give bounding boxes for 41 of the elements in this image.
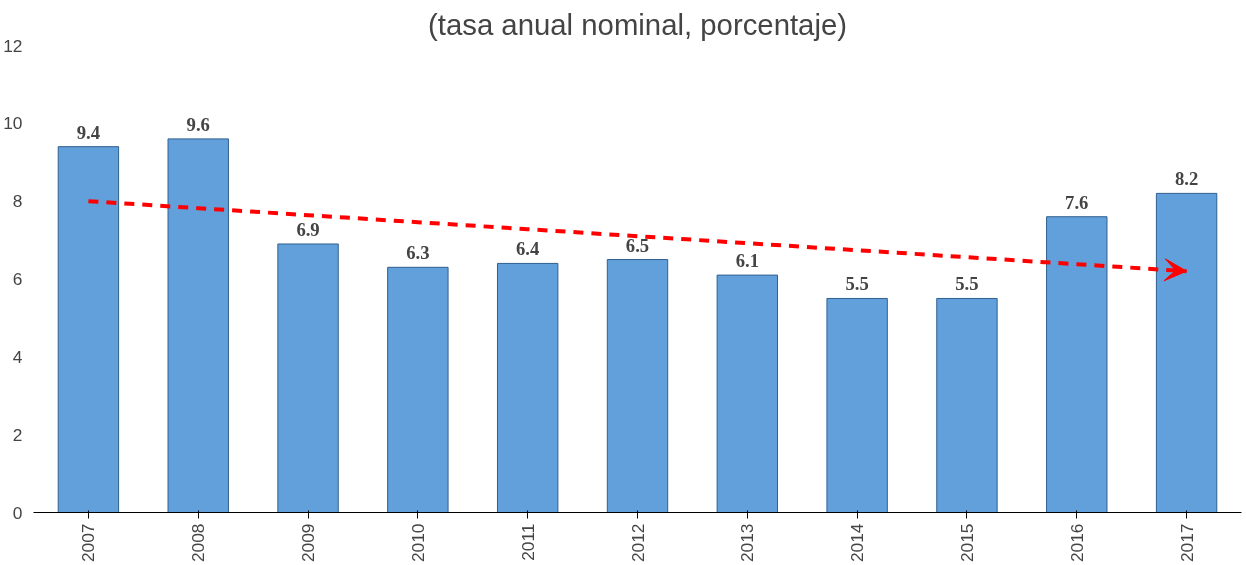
data-label: 9.6 [186,113,210,135]
x-tick-label: 2010 [407,523,428,563]
x-tick-label: 2012 [627,523,648,563]
y-tick-label: 0 [12,502,23,523]
bar [57,146,120,513]
bar [496,262,559,513]
x-tick-label: 2015 [956,523,977,563]
data-label: 6.5 [625,234,650,256]
bar [716,274,779,513]
bar [606,259,669,513]
y-tick-label: 6 [12,269,23,289]
y-tick-label: 4 [12,346,23,367]
x-tick-label: 2009 [298,523,319,563]
data-label: 6.9 [296,218,320,240]
y-tick-label: 10 [3,113,23,134]
x-tick-label: 2007 [78,523,99,563]
x-tick-label: 2016 [1066,523,1087,563]
data-label: 6.4 [516,238,540,260]
bar [1155,192,1218,513]
data-label: 9.4 [76,121,101,143]
bar [826,297,888,513]
bar [167,138,229,513]
data-label: 6.3 [406,242,430,264]
y-tick-label: 8 [12,191,23,212]
data-label: 8.2 [1174,168,1199,190]
bar [277,243,339,513]
y-tick-label: 2 [12,424,23,445]
data-label: 5.5 [845,273,869,295]
x-tick-label: 2014 [847,523,868,563]
x-tick-label: 2011 [517,523,538,561]
bar [1046,216,1108,513]
x-tick-label: 2013 [737,523,758,563]
x-tick-label: 2017 [1176,523,1197,563]
chart-title: (tasa anual nominal, porcentaje) [428,7,848,41]
data-label: 6.1 [735,250,759,272]
bar [387,266,449,513]
x-tick-label: 2008 [188,523,209,563]
y-tick-label: 12 [3,35,23,56]
data-label: 5.5 [955,273,979,295]
bar [936,297,998,513]
data-label: 7.6 [1065,191,1089,213]
